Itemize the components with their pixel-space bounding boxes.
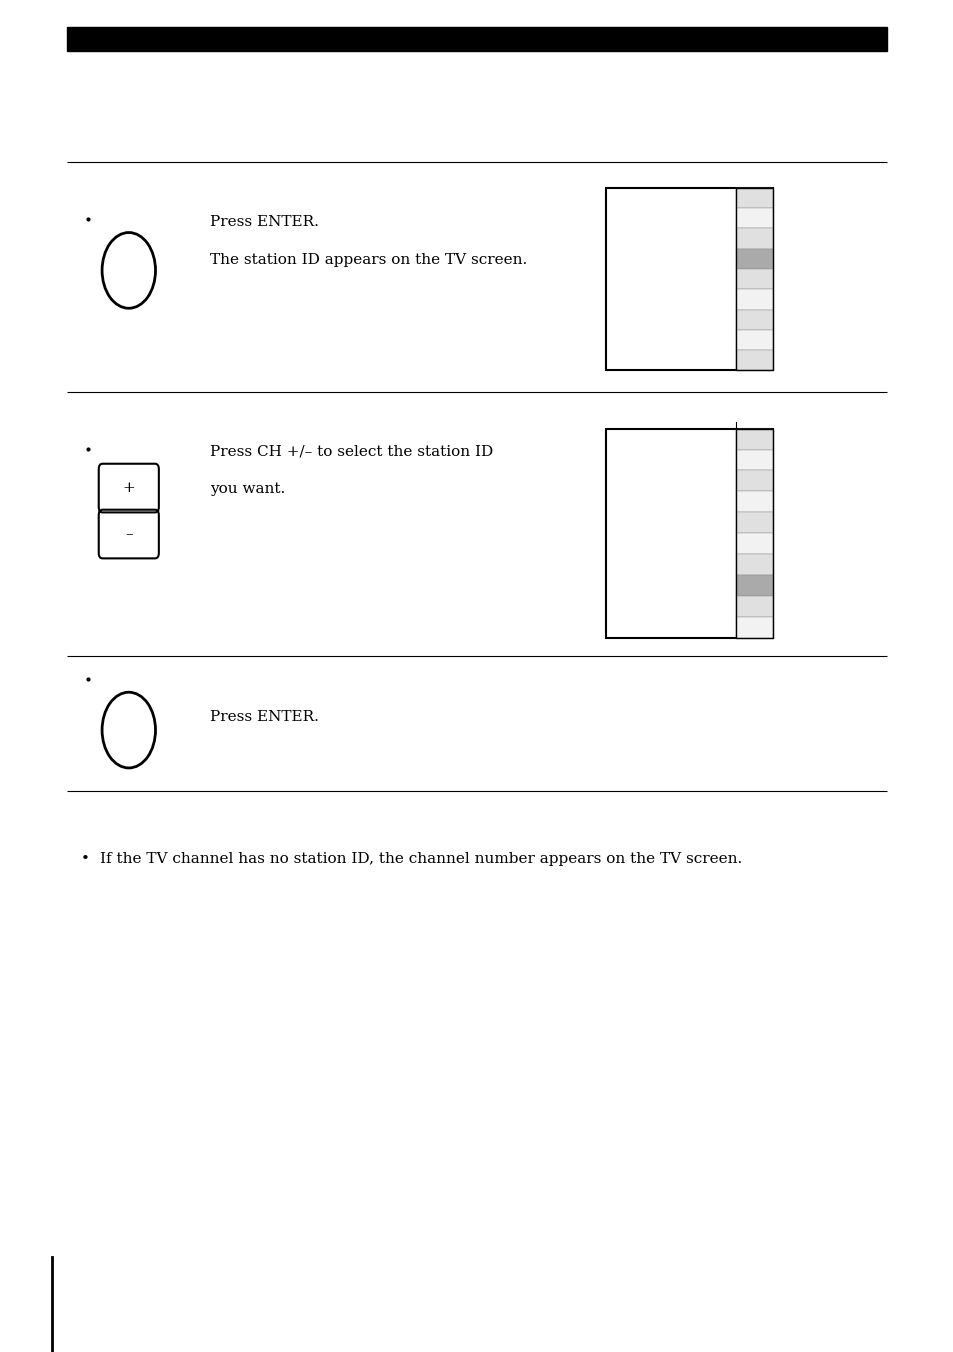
Bar [736, 269, 772, 289]
Bar [736, 492, 772, 512]
Bar [736, 310, 772, 330]
Bar [736, 596, 772, 617]
Bar [736, 534, 772, 554]
Text: •: • [81, 852, 90, 865]
Bar [67, 27, 886, 51]
Text: If the TV channel has no station ID, the channel number appears on the TV screen: If the TV channel has no station ID, the… [100, 852, 741, 865]
Bar [736, 188, 772, 208]
Text: Press ENTER.: Press ENTER. [210, 710, 318, 723]
Bar [605, 188, 772, 370]
Bar [736, 208, 772, 228]
Bar [736, 429, 772, 638]
Text: Press ENTER.: Press ENTER. [210, 215, 318, 228]
Bar [736, 576, 772, 596]
Bar [736, 330, 772, 350]
Text: +: + [122, 481, 135, 495]
Bar [736, 554, 772, 576]
Bar [736, 429, 772, 449]
Text: Press CH +/– to select the station ID: Press CH +/– to select the station ID [210, 445, 493, 458]
Bar [736, 618, 772, 638]
Bar [736, 449, 772, 470]
Text: –: – [125, 527, 132, 541]
Text: The station ID appears on the TV screen.: The station ID appears on the TV screen. [210, 253, 527, 266]
Bar [736, 249, 772, 269]
Bar [736, 350, 772, 370]
Bar [605, 429, 772, 638]
Bar [736, 289, 772, 310]
Bar [736, 228, 772, 249]
Bar [736, 188, 772, 370]
Text: you want.: you want. [210, 483, 285, 496]
Bar [736, 470, 772, 491]
Bar [736, 512, 772, 533]
